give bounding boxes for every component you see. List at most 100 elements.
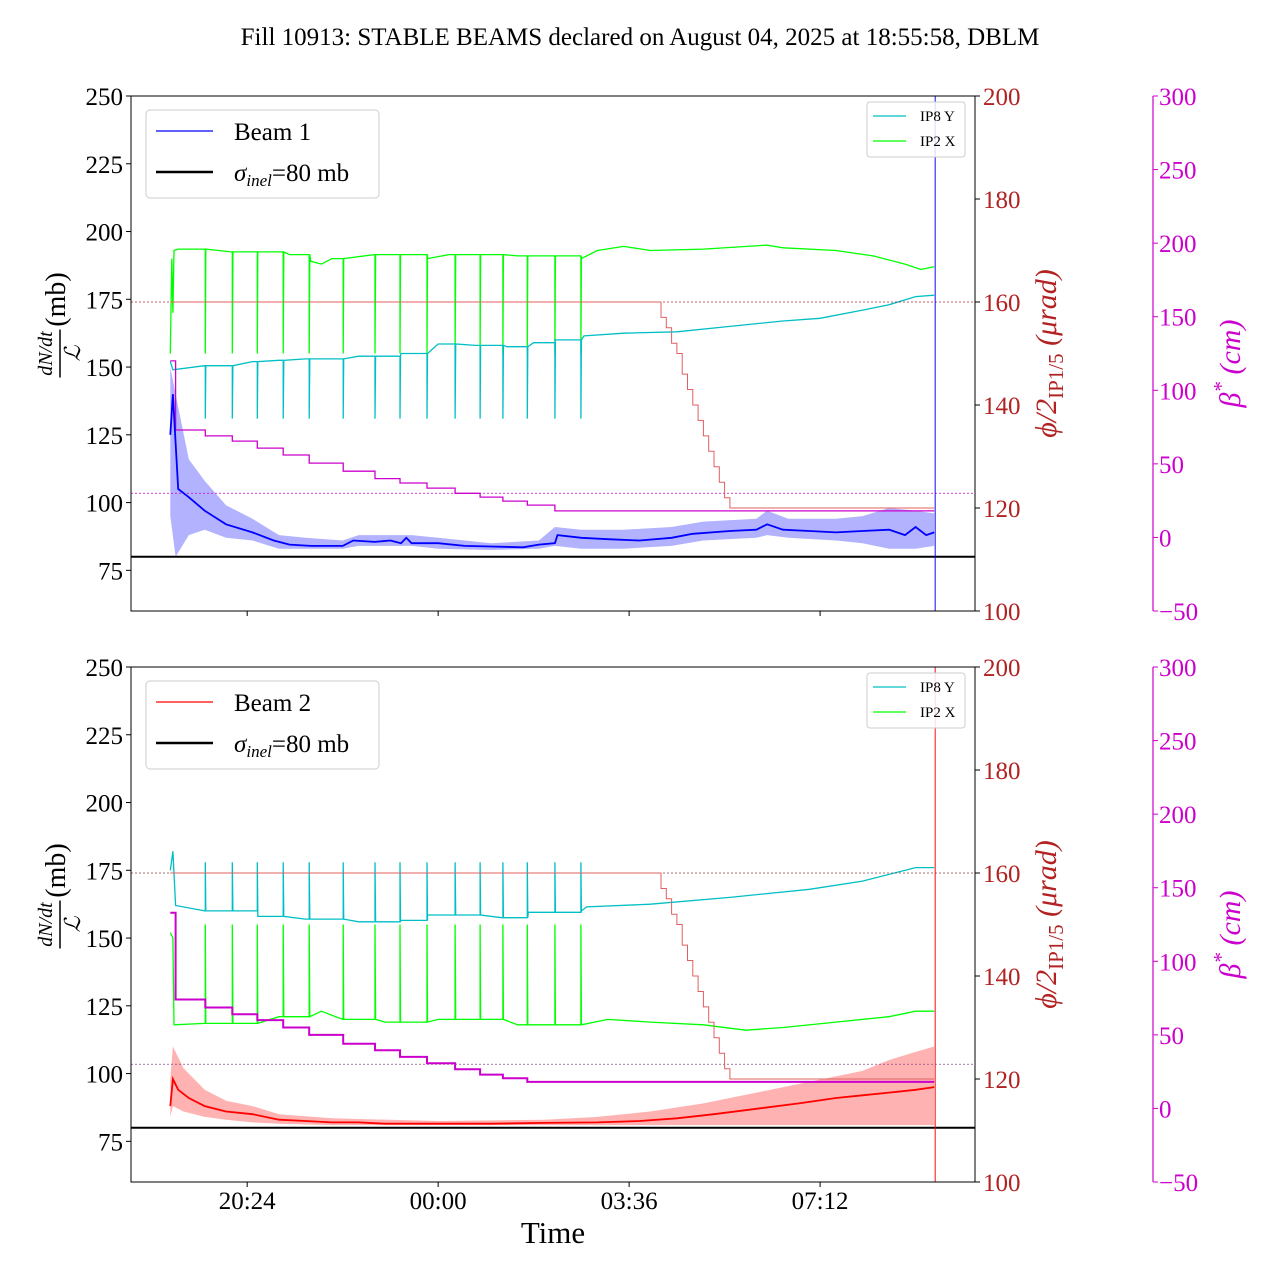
y-tick-label-phi: 120 <box>983 1067 1021 1094</box>
y-tick-label-left: 250 <box>86 84 124 111</box>
y-tick-label-phi: 120 <box>983 496 1021 523</box>
legend-label-ip: IP8 Y <box>920 109 955 125</box>
y-label-denominator: ℒ <box>60 915 85 932</box>
y-tick-label-beta: 250 <box>1159 158 1197 185</box>
y-tick-label-left: 75 <box>98 558 123 585</box>
plot-frame <box>130 95 976 612</box>
beta-label-unit: (cm) <box>1214 320 1247 382</box>
y-label-numerator: dN/dt <box>35 331 57 376</box>
beta-label-sup: * <box>1209 953 1233 964</box>
legend-label-sigma: σinel=80 mb <box>234 160 349 190</box>
lumi-uncertainty-band <box>170 1046 935 1126</box>
y-tick-label-beta: −50 <box>1159 599 1198 626</box>
y-tick-label-beta: −50 <box>1159 1170 1198 1197</box>
beta-star-line <box>170 360 935 512</box>
panel-bottom: 75 100 125 150 175 200 225 250 100 120 140 160 180 20… <box>35 655 1247 1215</box>
legend-label-ip: IP2 X <box>920 134 956 150</box>
plot-area-bottom <box>131 667 975 1182</box>
phi-label-text: ϕ/2IP1/5 (μrad) <box>1030 269 1068 438</box>
y-tick-label-beta: 50 <box>1159 452 1184 479</box>
phi-label-sub: IP1/5 <box>1044 353 1068 399</box>
phi-label-unit: (μrad) <box>1030 840 1063 924</box>
y-tick-label-left: 100 <box>86 1062 124 1089</box>
y-axis-label-beta: β* (cm) <box>1209 320 1247 409</box>
y-axis-label-left: dN/dt ℒ (mb) <box>35 272 85 378</box>
y-tick-label-beta: 0 <box>1159 1096 1172 1123</box>
y-tick-label-beta: 150 <box>1159 876 1197 903</box>
x-tick-label: 20:24 <box>219 1188 276 1215</box>
lumi-uncertainty-band <box>170 367 935 557</box>
y-tick-label-left: 250 <box>86 655 124 682</box>
y-tick-label-left: 125 <box>86 423 124 450</box>
y-label-unit: (mb) <box>41 272 72 326</box>
y-tick-label-left: 200 <box>86 220 124 247</box>
y-tick-label-phi: 200 <box>983 84 1021 111</box>
y-tick-label-beta: 200 <box>1159 231 1197 258</box>
x-tick-label: 00:00 <box>410 1188 467 1215</box>
y-tick-label-beta: 300 <box>1159 84 1197 111</box>
y-tick-label-left: 150 <box>86 926 124 953</box>
legend-sigma-rest: =80 mb <box>272 731 349 758</box>
legend-label-sigma: σinel=80 mb <box>234 731 349 761</box>
y-tick-label-beta: 0 <box>1159 525 1172 552</box>
x-tick-label: 03:36 <box>601 1188 658 1215</box>
legend-main: Beam 2 σinel=80 mb <box>145 680 380 770</box>
y-tick-label-beta: 150 <box>1159 305 1197 332</box>
y-label-numerator: dN/dt <box>35 902 57 947</box>
y-label-unit: (mb) <box>41 843 72 897</box>
y-tick-label-left: 175 <box>86 858 124 885</box>
beta-label-sup: * <box>1209 382 1233 393</box>
x-tick-label: 07:12 <box>792 1188 849 1215</box>
phi-label-sub: IP1/5 <box>1044 924 1068 970</box>
phi-label-text: ϕ/2IP1/5 (μrad) <box>1030 840 1068 1009</box>
y-axis-label-left: dN/dt ℒ (mb) <box>35 843 85 949</box>
y-axis-label-phi: ϕ/2IP1/5 (μrad) <box>1030 269 1068 438</box>
phi-label-main: ϕ/2 <box>1030 399 1063 438</box>
y-tick-label-beta: 200 <box>1159 802 1197 829</box>
y-tick-label-left: 175 <box>86 287 124 314</box>
lumi-line <box>169 1075 935 1125</box>
y-tick-label-beta: 100 <box>1159 949 1197 976</box>
beta-label-main: β <box>1214 963 1247 979</box>
y-tick-label-phi: 200 <box>983 655 1021 682</box>
legend-sigma-sub: inel <box>246 742 272 761</box>
y-tick-label-left: 200 <box>86 791 124 818</box>
y-tick-label-left: 75 <box>98 1129 123 1156</box>
ip2-x-line <box>169 924 935 1031</box>
legend-label-beam: Beam 2 <box>234 690 311 717</box>
y-tick-label-left: 150 <box>86 355 124 382</box>
y-axis-label-phi: ϕ/2IP1/5 (μrad) <box>1030 840 1068 1009</box>
y-label-denominator: ℒ <box>60 344 85 361</box>
beta-star-line <box>170 911 935 1083</box>
panel-top: 75 100 125 150 175 200 225 250 100 120 140 160 180 20… <box>35 84 1247 626</box>
y-tick-label-beta: 250 <box>1159 729 1197 756</box>
legend-box <box>145 680 380 770</box>
x-axis-label: Time <box>521 1215 585 1250</box>
legend-label-beam: Beam 1 <box>234 119 311 146</box>
legend-box <box>145 109 380 199</box>
y-tick-label-beta: 50 <box>1159 1023 1184 1050</box>
y-tick-label-phi: 180 <box>983 187 1021 214</box>
chart-title: Fill 10913: STABLE BEAMS declared on Aug… <box>241 24 1040 51</box>
ip8-y-line <box>169 294 935 419</box>
beta-label-unit: (cm) <box>1214 891 1247 953</box>
crossing-angle-line <box>170 301 935 509</box>
y-tick-label-phi: 140 <box>983 964 1021 991</box>
y-tick-label-phi: 160 <box>983 861 1021 888</box>
legend-sigma-sub: inel <box>246 171 272 190</box>
y-tick-label-left: 225 <box>86 723 124 750</box>
y-tick-label-phi: 160 <box>983 290 1021 317</box>
lumi-line <box>169 394 935 549</box>
beta-label-text: β* (cm) <box>1209 320 1247 409</box>
y-tick-label-left: 125 <box>86 994 124 1021</box>
plot-frame <box>130 666 976 1183</box>
legend-sigma-symbol: σ <box>234 160 248 187</box>
legend-sigma-symbol: σ <box>234 731 248 758</box>
legend-ip: IP8 Y IP2 X <box>866 101 966 158</box>
legend-sigma-rest: =80 mb <box>272 160 349 187</box>
y-tick-label-phi: 180 <box>983 758 1021 785</box>
legend-ip: IP8 Y IP2 X <box>866 672 966 729</box>
y-tick-label-phi: 140 <box>983 393 1021 420</box>
y-tick-label-phi: 100 <box>983 1170 1021 1197</box>
